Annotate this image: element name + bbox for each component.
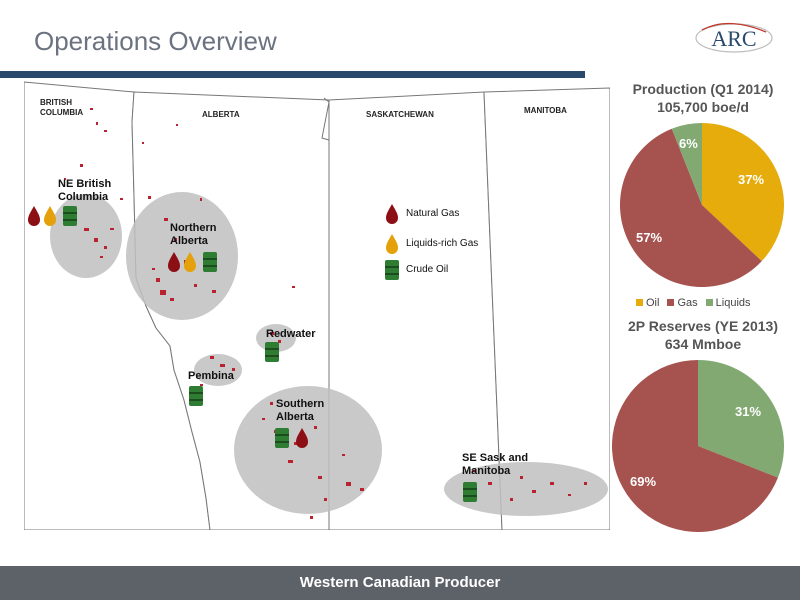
pie-legend: Oil Gas Liquids bbox=[636, 297, 786, 309]
pie-slice-liquids bbox=[698, 360, 784, 478]
pie-slice-oil bbox=[702, 123, 784, 262]
header-divider bbox=[0, 71, 585, 78]
pembina-icons bbox=[189, 386, 203, 406]
province-label-bc: BRITISH COLUMBIA bbox=[40, 98, 84, 117]
region-label-northern-ab: Northern Alberta bbox=[170, 222, 217, 247]
region-label-pembina: Pembina bbox=[188, 370, 234, 382]
reserves-chart-subtitle: 634 Mmboe bbox=[664, 336, 742, 352]
production-pie bbox=[620, 123, 784, 287]
footer-banner: Western Canadian Producer bbox=[0, 566, 800, 600]
region-southern-ab-area bbox=[234, 386, 382, 514]
production-gas-label: 57% bbox=[636, 230, 663, 245]
region-pembina-area bbox=[194, 354, 242, 386]
region-ne-bc-area bbox=[50, 194, 122, 278]
province-label-sk: SASKATCHEWAN bbox=[366, 110, 434, 119]
arc-logo: ARC bbox=[688, 18, 784, 58]
legend-item-gas: Gas bbox=[667, 297, 698, 309]
reserves-pie bbox=[612, 360, 784, 532]
production-oil-label: 37% bbox=[738, 172, 765, 187]
pie-slice-gas bbox=[612, 360, 778, 532]
region-label-ne-bc: NE British Columbia bbox=[58, 178, 112, 203]
legend-liquids-rich-gas: Liquids-rich Gas bbox=[406, 238, 479, 249]
pie-slice-gas bbox=[620, 128, 762, 287]
region-se-sask-area bbox=[444, 462, 608, 516]
redwater-icons bbox=[265, 342, 279, 362]
reserves-gas-label: 69% bbox=[630, 474, 657, 489]
legend-gas-label: Gas bbox=[677, 297, 698, 309]
pie-slice-liquids bbox=[671, 123, 702, 205]
legend-crude-oil: Crude Oil bbox=[406, 264, 449, 275]
region-northern-ab-area bbox=[126, 192, 238, 320]
legend-oil-label: Oil bbox=[646, 297, 660, 309]
map: BRITISH COLUMBIA ALBERTA SASKATCHEWAN MA… bbox=[23, 78, 611, 531]
province-label-ab: ALBERTA bbox=[202, 110, 240, 119]
province-label-mb: MANITOBA bbox=[524, 106, 567, 115]
legend-liquids-label: Liquids bbox=[715, 297, 751, 309]
legend-natural-gas: Natural Gas bbox=[406, 208, 460, 219]
region-label-redwater: Redwater bbox=[266, 328, 316, 340]
region-label-se-sask: SE Sask and Manitoba bbox=[462, 452, 529, 477]
reserves-liquids-label: 31% bbox=[735, 404, 762, 419]
production-chart-title: Production (Q1 2014) bbox=[632, 81, 774, 97]
region-label-southern-ab: Southern Alberta bbox=[276, 398, 325, 423]
svg-text:ARC: ARC bbox=[711, 26, 756, 51]
production-chart-subtitle: 105,700 boe/d bbox=[657, 99, 749, 115]
se-sask-icons bbox=[463, 482, 477, 502]
page-title: Operations Overview bbox=[34, 26, 277, 56]
legend-item-liquids: Liquids bbox=[705, 297, 751, 309]
production-liquids-label: 6% bbox=[679, 136, 698, 151]
reserves-chart-title: 2P Reserves (YE 2013) bbox=[628, 318, 778, 334]
map-canvas bbox=[23, 81, 611, 531]
legend-item-oil: Oil bbox=[636, 297, 659, 309]
